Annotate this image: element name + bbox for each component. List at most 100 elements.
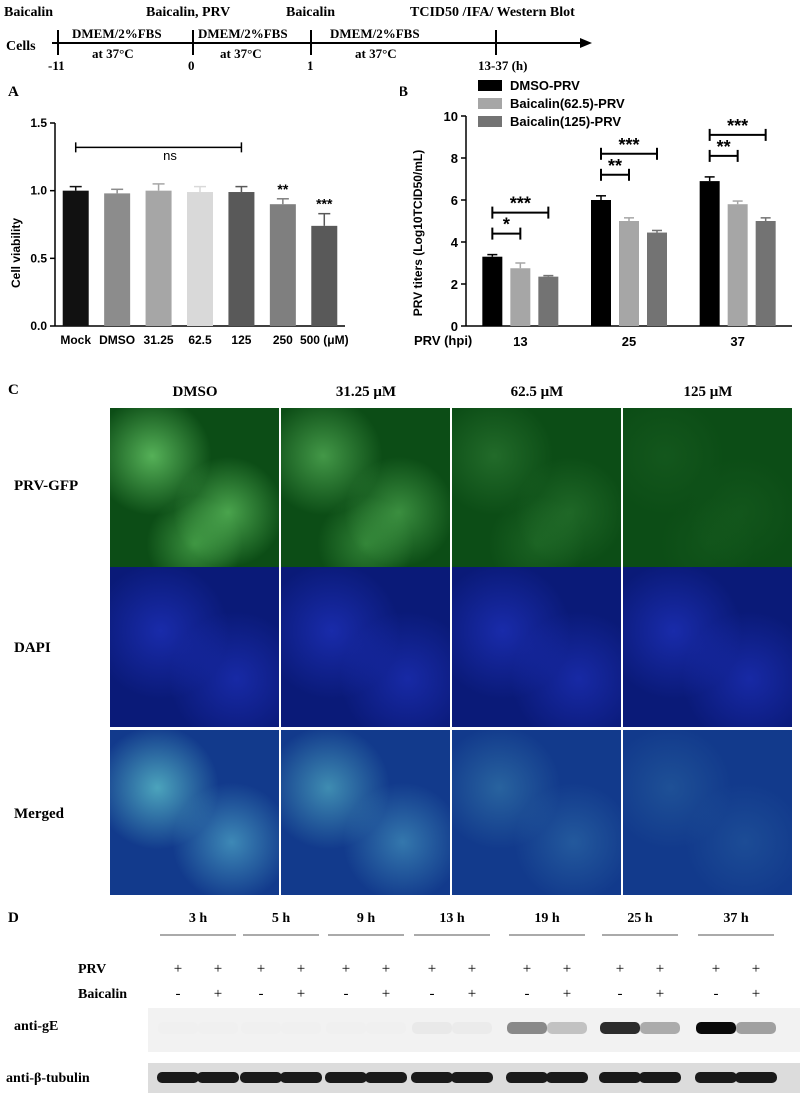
bar-b-25-0 [591,200,611,326]
y-axis-label-a: Cell viability [9,218,23,288]
bracket-label-ns: ns [163,148,177,163]
y-tick-label-a: 0.5 [30,251,47,265]
micrograph-prv-gfp-0 [110,408,279,568]
baicalin-sign: - [430,986,435,1002]
band-ge [412,1022,452,1034]
baicalin-sign: + [563,986,571,1002]
x-tick-label-a: 125 [231,333,251,347]
prv-sign: + [563,961,571,977]
x-tick-label-a: DMSO [99,333,135,347]
significance-b: * [503,215,510,235]
y-axis-label-b-text: PRV titers (Log10TCID50/mL) [411,150,425,316]
media-1-line1: DMEM/2%FBS [72,26,162,41]
baicalin-sign: + [752,986,760,1002]
timepoint-label: 9 h [357,911,376,926]
band-ge [736,1022,776,1034]
micrograph-dapi-0 [110,567,279,727]
bar-b-13-2 [538,276,559,326]
bar-b-37-2 [755,221,776,326]
band-tubulin [197,1072,239,1083]
timepoint-label: 37 h [723,911,749,926]
prv-sign: + [297,961,305,977]
prv-sign: + [428,961,436,977]
baicalin-sign: - [525,986,530,1002]
bar-b-25-1 [619,221,639,326]
baicalin-sign: + [656,986,664,1002]
panel-label-b: B [400,84,408,100]
micrograph-dapi-2 [452,567,621,727]
y-axis-label-b: PRV titers (Log10TCID50/mL) [411,150,425,316]
column-label-31: 31.25 μM [335,384,397,400]
timepoint-label: 13 h [439,911,465,926]
western-blot: D PRV Baicalin anti-gE anti-β-tubulin 3 … [6,910,800,1093]
cells-label: Cells [6,39,36,54]
prv-sign: + [214,961,222,977]
band-tubulin [695,1072,737,1083]
media-3-line2: at 37°C [355,46,397,61]
prv-sign: + [174,961,182,977]
micrograph-merged-1 [281,730,450,895]
bar-a-31.25 [145,190,172,326]
micrograph-merged-3 [623,730,792,895]
band-ge [452,1022,492,1034]
band-ge [696,1022,736,1034]
baicalin-sign: + [468,986,476,1002]
band-ge [507,1022,547,1034]
band-tubulin [546,1072,588,1083]
bar-b-37-1 [727,204,748,326]
micrograph-merged-0 [110,730,279,895]
x-tick-label-b: 37 [730,334,744,349]
panel-label-a: A [8,84,19,100]
timepoint-label: 3 h [189,911,208,926]
event-time-4: 13-37 (h) [478,58,527,73]
event-time-2: 0 [188,58,195,73]
column-label-62: 62.5 μM [510,384,564,400]
x-tick-label-a: 250 [273,333,293,347]
band-tubulin [451,1072,493,1083]
y-tick-label-b: 4 [451,235,459,250]
baicalin-sign: - [176,986,181,1002]
media-3-line1: DMEM/2%FBS [330,26,420,41]
timepoint-label: 19 h [534,911,560,926]
legend-label-b: Baicalin(125)-PRV [510,114,621,129]
significance-b: ** [608,156,622,176]
media-2-line1: DMEM/2%FBS [198,26,288,41]
significance-a: ** [277,181,288,197]
x-axis-label-b: PRV (hpi) [414,333,472,348]
event-time-1: -11 [48,58,65,73]
band-ge [640,1022,680,1034]
column-label-dmso: DMSO [172,384,218,400]
significance-b: *** [618,135,639,155]
band-tubulin [411,1072,453,1083]
media-1-line2: at 37°C [92,46,134,61]
x-tick-label-a: 31.25 [144,333,174,347]
timepoint-label: 5 h [272,911,291,926]
legend-swatch-b [478,80,502,91]
band-tubulin [240,1072,282,1083]
micrograph-dapi-1 [281,567,450,727]
x-tick-label-a: 500 (μM) [300,333,349,347]
y-tick-label-b: 10 [444,109,458,124]
baicalin-sign: + [297,986,305,1002]
baicalin-sign: + [214,986,222,1002]
prv-sign: + [468,961,476,977]
band-tubulin [157,1072,199,1083]
column-label-125: 125 μM [683,384,733,400]
prv-sign: + [712,961,720,977]
bar-a-Mock [62,190,89,326]
prv-sign: + [616,961,624,977]
band-tubulin [506,1072,548,1083]
band-ge [281,1022,321,1034]
baicalin-sign: - [714,986,719,1002]
y-tick-label-a: 0.0 [30,319,47,333]
significance-b: *** [510,194,531,214]
band-tubulin [280,1072,322,1083]
event-label-2: Baicalin, PRV [146,5,230,20]
legend-label-b: Baicalin(62.5)-PRV [510,96,625,111]
micrograph-prv-gfp-1 [281,408,450,568]
timepoint-label: 25 h [627,911,653,926]
blot-label-ge: anti-gE [14,1019,58,1034]
baicalin-sign: + [382,986,390,1002]
legend-swatch-b [478,98,502,109]
x-tick-label-b: 25 [622,334,636,349]
